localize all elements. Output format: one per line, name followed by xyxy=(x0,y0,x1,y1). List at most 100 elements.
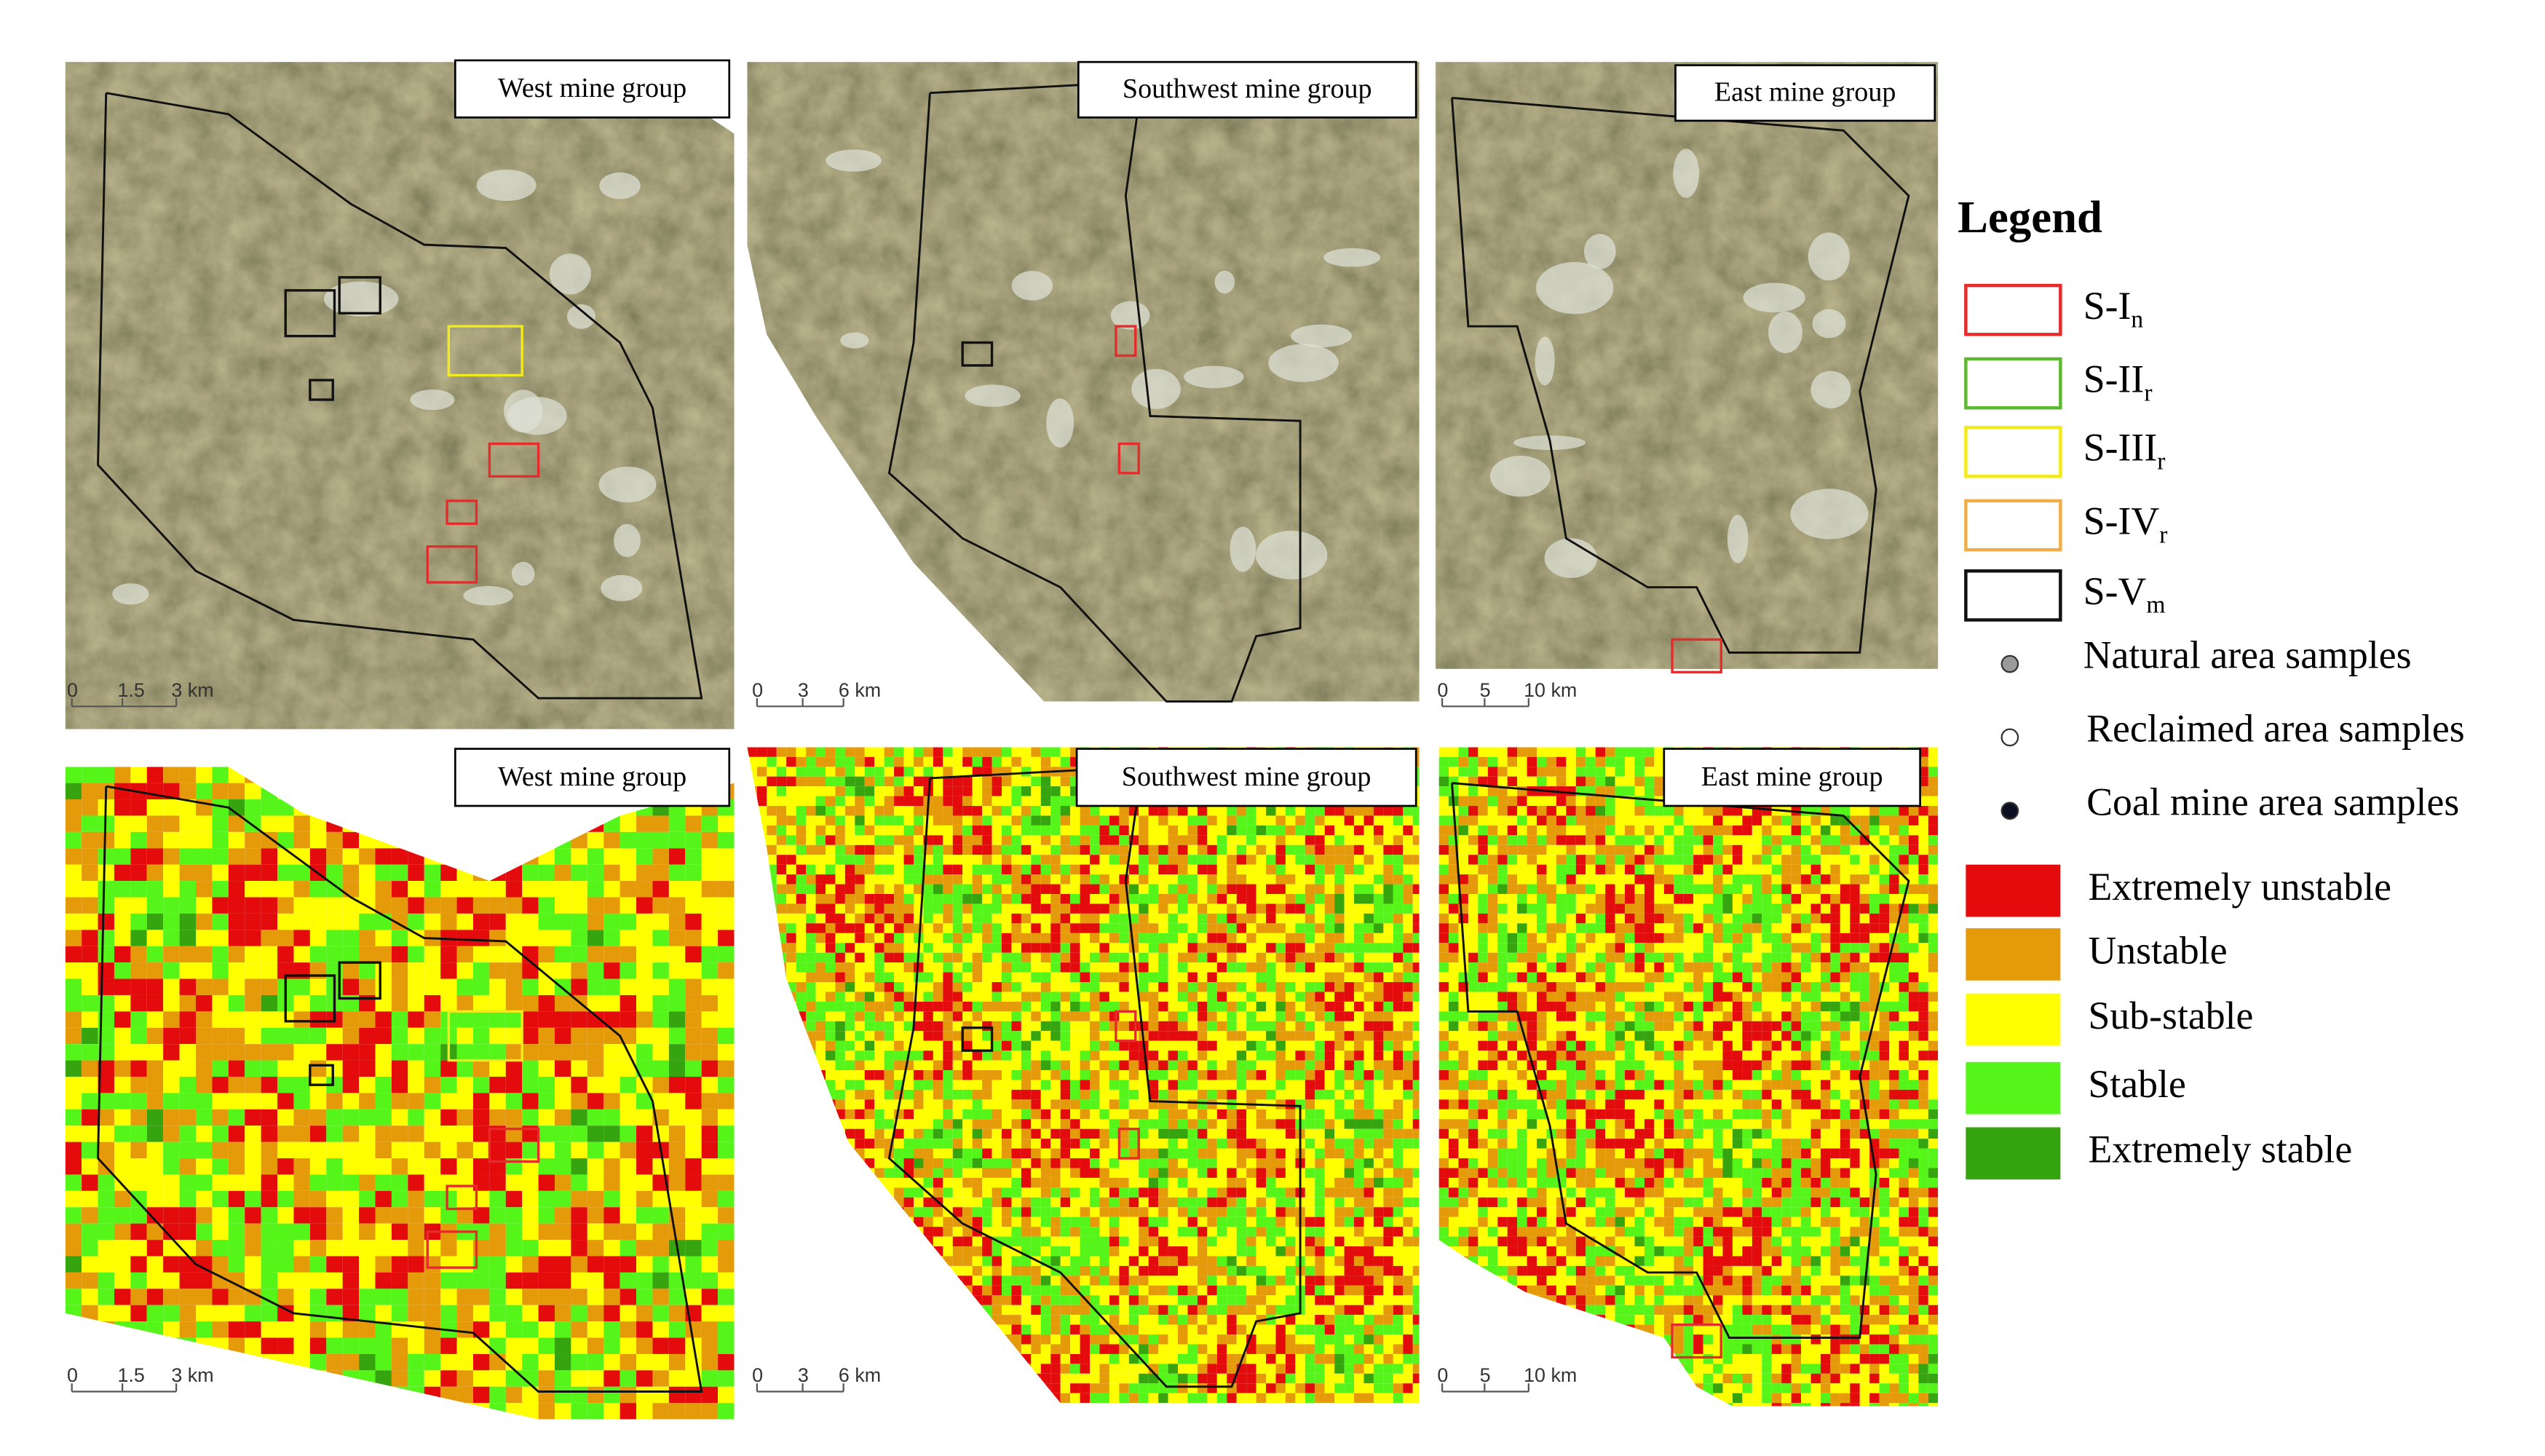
stability-cell xyxy=(786,1197,796,1208)
stability-cell xyxy=(1256,825,1267,836)
stability-cell xyxy=(1412,894,1420,904)
stability-cell xyxy=(864,943,875,953)
stability-cell xyxy=(391,962,408,979)
stability-cell xyxy=(1344,1139,1355,1149)
stability-cell xyxy=(933,972,943,983)
stability-cell xyxy=(1285,1197,1296,1208)
stability-cell xyxy=(855,767,865,777)
stability-cell xyxy=(261,1321,278,1338)
stability-cell xyxy=(1383,825,1393,836)
stability-cell xyxy=(326,1272,343,1289)
stability-cell xyxy=(992,776,1002,787)
stability-cell xyxy=(1295,1060,1305,1071)
stability-cell xyxy=(874,1089,884,1100)
stability-cell xyxy=(1197,1040,1208,1051)
stability-cell xyxy=(456,1027,473,1045)
stability-cell xyxy=(587,1353,604,1371)
stability-cell xyxy=(835,796,845,807)
stability-cell xyxy=(1275,923,1286,933)
stability-cell xyxy=(620,962,637,979)
stability-cell xyxy=(652,1060,669,1077)
stability-cell xyxy=(835,992,845,1002)
stability-cell xyxy=(884,1011,895,1021)
stability-cell xyxy=(1246,923,1256,933)
stability-cell xyxy=(1021,884,1032,895)
stability-cell xyxy=(1050,1070,1061,1080)
stability-cell xyxy=(375,1289,392,1305)
stability-cell xyxy=(962,1177,973,1188)
stability-cell xyxy=(1216,1080,1227,1090)
stability-cell xyxy=(1031,1011,1041,1021)
stability-cell xyxy=(98,864,114,882)
stability-cell xyxy=(1354,1177,1364,1188)
stability-cell xyxy=(391,848,408,865)
stability-cell xyxy=(1168,806,1179,816)
stability-cell xyxy=(952,776,963,787)
stability-cell xyxy=(992,855,1002,865)
stability-cell xyxy=(718,946,735,963)
stability-cell xyxy=(825,1197,836,1208)
stability-cell xyxy=(747,1031,757,1041)
stability-cell xyxy=(1207,1080,1217,1090)
stability-cell xyxy=(874,864,884,875)
stability-cell xyxy=(1148,972,1159,983)
stability-cell xyxy=(796,1031,807,1041)
stability-cell xyxy=(293,913,310,930)
stability-cell xyxy=(179,815,197,832)
stability-cell xyxy=(1090,1031,1100,1041)
stability-cell xyxy=(652,1386,669,1404)
stability-cell xyxy=(424,1174,441,1191)
stability-cell xyxy=(786,1158,796,1168)
stability-cell xyxy=(489,1190,506,1208)
stability-cell xyxy=(1354,874,1364,885)
stability-cell xyxy=(1344,1148,1355,1159)
stability-cell xyxy=(1040,1139,1051,1149)
stability-cell xyxy=(855,1119,865,1129)
stability-cell xyxy=(1256,806,1267,816)
stability-cell xyxy=(1373,1021,1384,1032)
stability-cell xyxy=(1295,1070,1305,1080)
stability-cell xyxy=(1227,992,1237,1002)
stability-cell xyxy=(1266,943,1276,953)
stability-cell xyxy=(342,1011,360,1028)
stability-cell xyxy=(685,1142,702,1159)
stability-cell xyxy=(571,946,587,963)
stability-cell xyxy=(1031,855,1041,865)
bare-ground xyxy=(1544,538,1598,578)
stability-cell xyxy=(1158,1011,1168,1021)
stability-cell xyxy=(1373,835,1384,845)
stability-cell xyxy=(277,1207,294,1224)
stability-cell xyxy=(179,1223,197,1241)
stability-cell xyxy=(440,831,457,849)
stability-cell xyxy=(309,1223,327,1241)
stability-cell xyxy=(855,1080,865,1090)
stability-cell xyxy=(1412,933,1420,943)
stability-cell xyxy=(555,1190,571,1208)
stability-cell xyxy=(1275,962,1286,973)
stability-cell xyxy=(1227,903,1237,914)
stability-cell xyxy=(1021,982,1032,992)
stability-cell xyxy=(408,1060,424,1077)
stability-cell xyxy=(472,1142,490,1159)
stability-cell xyxy=(505,1272,523,1289)
stability-cell xyxy=(1354,1128,1364,1139)
stability-cell xyxy=(1090,1099,1100,1109)
stability-cell xyxy=(1383,815,1393,826)
stability-cell xyxy=(342,978,360,995)
stability-cell xyxy=(163,1240,180,1257)
stability-cell xyxy=(1285,884,1296,895)
stability-cell xyxy=(130,1223,147,1241)
stability-cell xyxy=(1256,1168,1267,1178)
stability-cell xyxy=(668,994,686,1012)
stability-cell xyxy=(1070,923,1080,933)
stability-cell xyxy=(489,1370,506,1387)
stability-cell xyxy=(786,835,796,845)
stability-cell xyxy=(391,1272,408,1289)
stability-cell xyxy=(277,783,294,800)
stability-cell xyxy=(375,831,392,849)
stability-cell xyxy=(1266,1177,1276,1188)
stability-cell xyxy=(1099,884,1109,895)
stability-cell xyxy=(1070,1187,1080,1198)
stability-cell xyxy=(747,747,757,757)
stability-cell xyxy=(440,913,457,930)
